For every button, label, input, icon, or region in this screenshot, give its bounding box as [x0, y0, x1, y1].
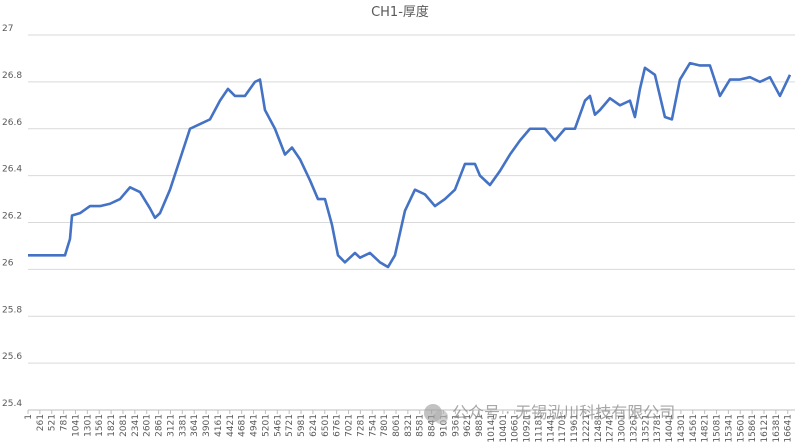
- x-tick-label: 8841: [428, 414, 438, 437]
- x-tick-label: 8581: [416, 414, 426, 437]
- x-tick-label: 3121: [166, 414, 176, 437]
- x-tick-label: 3901: [202, 414, 212, 437]
- x-tick-label: 15601: [736, 414, 746, 443]
- x-tick-label: 7541: [368, 414, 378, 437]
- x-tick-label: 1301: [83, 414, 93, 437]
- x-tick-label: 7801: [380, 414, 390, 437]
- watermark: 公众号 · 无锡泓川科技有限公司: [452, 403, 675, 422]
- y-tick-label: 26.2: [2, 212, 22, 222]
- x-tick-label: 1561: [95, 414, 105, 437]
- x-tick-label: 6501: [321, 414, 331, 437]
- x-tick-label: 14041: [665, 414, 675, 443]
- x-tick-label: 4941: [250, 414, 260, 437]
- x-tick-label: 4161: [214, 414, 224, 437]
- x-tick-label: 4681: [238, 414, 248, 437]
- x-tick-label: 15081: [713, 414, 723, 443]
- x-tick-label: 781: [60, 414, 70, 431]
- x-tick-label: 4421: [226, 414, 236, 437]
- data-line: [28, 61, 792, 269]
- x-tick-label: 10141: [487, 414, 497, 443]
- y-tick-label: 27: [2, 24, 13, 34]
- x-tick-label: 12221: [582, 414, 592, 443]
- x-tick-label: 7021: [345, 414, 355, 437]
- x-tick-label: 11701: [558, 414, 568, 443]
- x-tick-label: 3381: [178, 414, 188, 437]
- x-tick-label: 521: [48, 414, 58, 431]
- y-tick-label: 26.8: [2, 71, 22, 81]
- x-tick-label: 1041: [71, 414, 81, 437]
- x-tick-label: 7281: [356, 414, 366, 437]
- x-tick-label: 10401: [499, 414, 509, 443]
- x-tick-label: 6761: [333, 414, 343, 437]
- x-tick-label: 3641: [190, 414, 200, 437]
- x-tick-label: 16381: [772, 414, 782, 443]
- x-tick-label: 5461: [273, 414, 283, 437]
- x-tick-label: 9881: [475, 414, 485, 437]
- x-tick-label: 12481: [594, 414, 604, 443]
- y-tick-label: 25.4: [2, 399, 22, 409]
- x-tick-label: 5201: [261, 414, 271, 437]
- x-tick-label: 1821: [107, 414, 117, 437]
- x-tick-label: 12741: [606, 414, 616, 443]
- y-tick-label: 26.6: [2, 118, 22, 128]
- chart-title: CH1-厚度: [371, 4, 429, 20]
- x-tick-label: 8061: [392, 414, 402, 437]
- x-tick-label: 13001: [618, 414, 628, 443]
- x-tick-label: 14561: [689, 414, 699, 443]
- x-tick-label: 10661: [511, 414, 521, 443]
- x-tick-label: 2081: [119, 414, 129, 437]
- x-tick-label: 16121: [760, 414, 770, 443]
- y-tick-label: 26.4: [2, 165, 22, 175]
- x-tick-label: 5721: [285, 414, 295, 437]
- x-tick-label: 13521: [641, 414, 651, 443]
- x-tick-label: 15341: [724, 414, 734, 443]
- x-tick-label: 1: [24, 414, 34, 420]
- x-tick-label: 13261: [629, 414, 639, 443]
- x-tick-label: 11961: [570, 414, 580, 443]
- x-tick-label: 5981: [297, 414, 307, 437]
- x-tick-label: 9621: [463, 414, 473, 437]
- x-tick-label: 8321: [404, 414, 414, 437]
- x-tick-label: 16641: [784, 414, 794, 443]
- watermark-icon: [424, 404, 448, 424]
- x-tick-label: 11181: [534, 414, 544, 443]
- y-tick-label: 25.8: [2, 305, 22, 315]
- x-tick-label: 261: [36, 414, 46, 431]
- x-tick-label: 2861: [155, 414, 165, 437]
- x-tick-label: 9101: [439, 414, 449, 437]
- x-tick-label: 11441: [546, 414, 556, 443]
- y-tick-label: 25.6: [2, 352, 22, 362]
- x-tick-label: 6241: [309, 414, 319, 437]
- x-tick-label: 14301: [677, 414, 687, 443]
- x-tick-label: 13781: [653, 414, 663, 443]
- x-tick-label: 10921: [523, 414, 533, 443]
- plot: [28, 61, 792, 269]
- x-tick-label: 2601: [143, 414, 153, 437]
- y-tick-label: 26: [2, 258, 14, 268]
- x-tick-label: 9361: [451, 414, 461, 437]
- x-tick-label: 15861: [748, 414, 758, 443]
- x-tick-label: 2341: [131, 414, 141, 437]
- x-tick-label: 14821: [701, 414, 711, 443]
